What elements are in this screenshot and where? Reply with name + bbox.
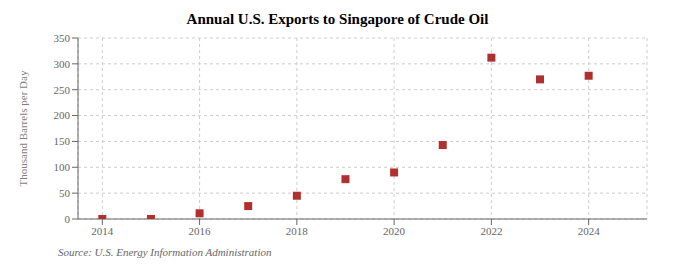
svg-text:2016: 2016 [189, 225, 212, 237]
svg-text:2024: 2024 [578, 225, 601, 237]
svg-text:2018: 2018 [286, 225, 309, 237]
svg-text:2014: 2014 [91, 225, 114, 237]
html-text:Annual U.S. Exports to Singapo: Annual U.S. Exports to Singapore of Crud… [186, 11, 489, 27]
svg-text:2022: 2022 [480, 225, 502, 237]
svg-text:0: 0 [65, 213, 71, 225]
svg-text:350: 350 [54, 32, 71, 44]
html-text:Source: U.S. Energy Informatio: Source: U.S. Energy Information Administ… [58, 246, 272, 258]
svg-text:Thousand Barrels per Day: Thousand Barrels per Day [17, 70, 29, 186]
svg-text:200: 200 [54, 109, 71, 121]
svg-text:250: 250 [54, 84, 71, 96]
svg-text:300: 300 [54, 58, 71, 70]
svg-text:2020: 2020 [383, 225, 406, 237]
svg-text:150: 150 [54, 135, 71, 147]
svg-text:50: 50 [59, 187, 71, 199]
svg-text:100: 100 [54, 161, 71, 173]
